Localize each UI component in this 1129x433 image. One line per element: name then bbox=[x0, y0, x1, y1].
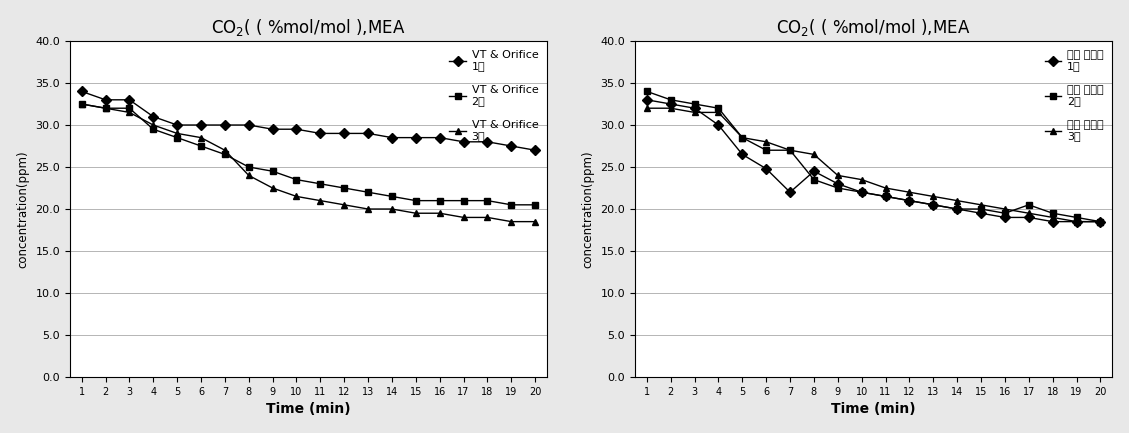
Y-axis label: concentration(ppm): concentration(ppm) bbox=[581, 150, 595, 268]
X-axis label: Time (min): Time (min) bbox=[831, 402, 916, 417]
Title: CO$_2$( ( %mol/mol ),MEA: CO$_2$( ( %mol/mol ),MEA bbox=[777, 16, 971, 38]
Title: CO$_2$( ( %mol/mol ),MEA: CO$_2$( ( %mol/mol ),MEA bbox=[211, 16, 405, 38]
Y-axis label: concentration(ppm): concentration(ppm) bbox=[17, 150, 29, 268]
Legend: 다단 흥수탑
1단, 다단 흥수탑
2단, 다단 흥수탑
3단: 다단 흥수탑 1단, 다단 흥수탑 2단, 다단 흥수탑 3단 bbox=[1041, 47, 1106, 145]
Legend: VT & Orifice
1단, VT & Orifice
2단, VT & Orifice
3단: VT & Orifice 1단, VT & Orifice 2단, VT & O… bbox=[446, 47, 542, 145]
X-axis label: Time (min): Time (min) bbox=[266, 402, 351, 417]
